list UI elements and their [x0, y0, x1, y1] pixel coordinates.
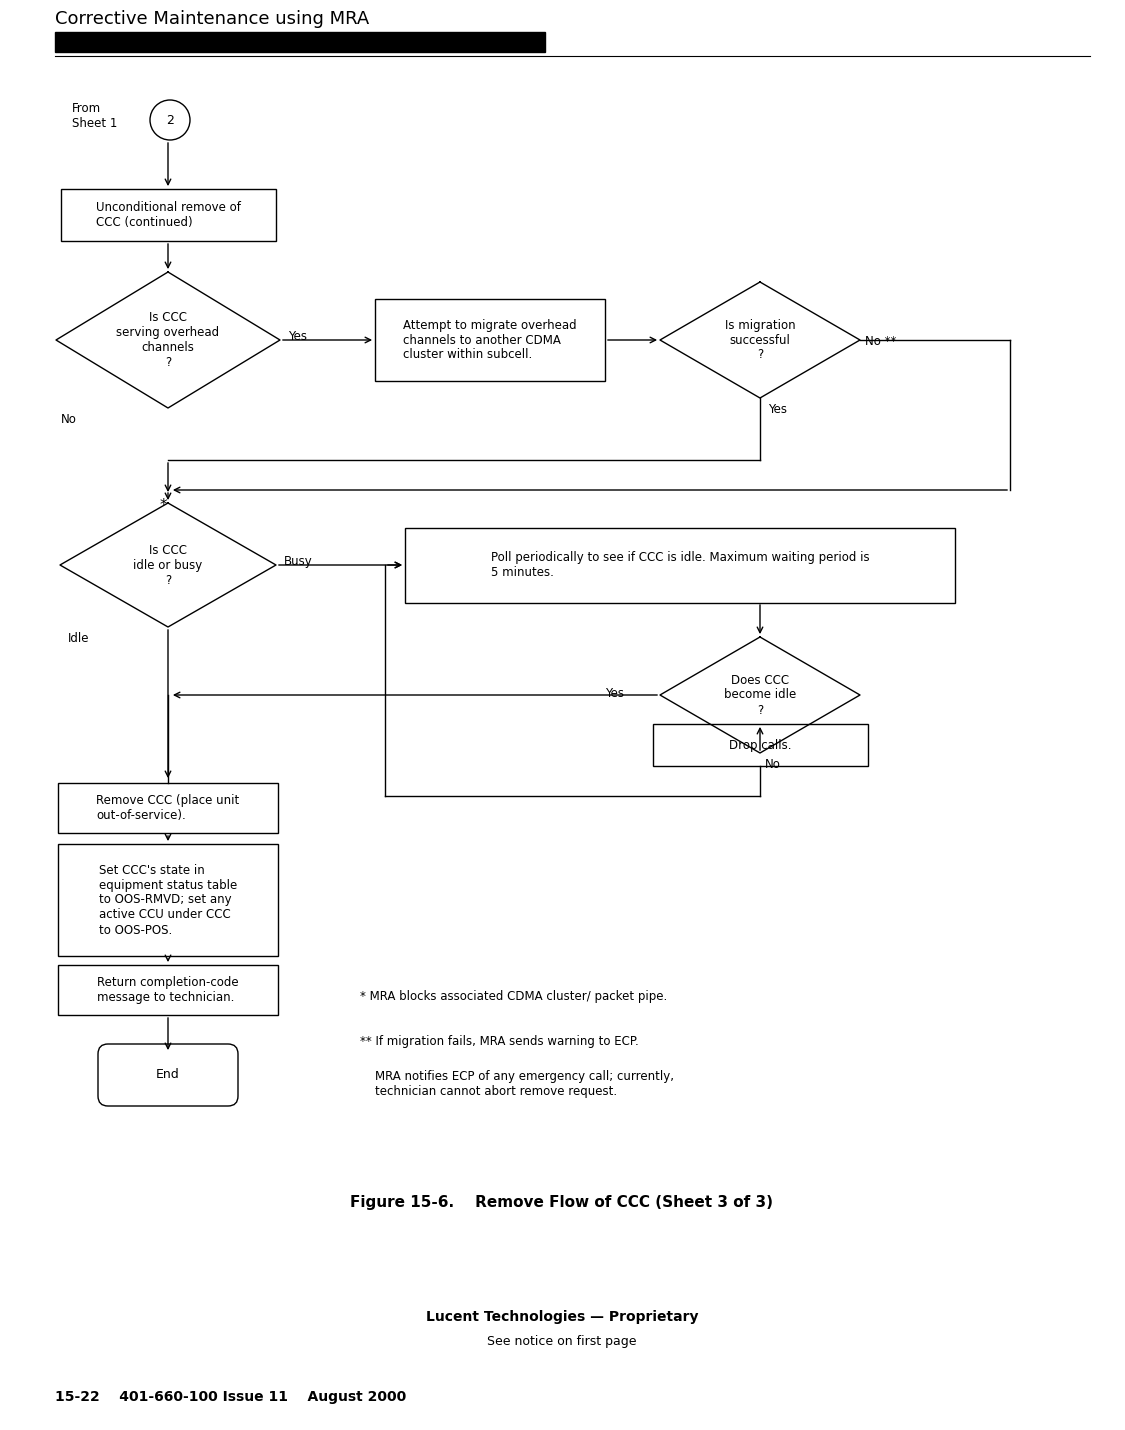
- Text: Poll periodically to see if CCC is idle. Maximum waiting period is
5 minutes.: Poll periodically to see if CCC is idle.…: [490, 551, 870, 579]
- Text: Is CCC
idle or busy
?: Is CCC idle or busy ?: [134, 543, 202, 586]
- Text: *: *: [160, 498, 168, 513]
- Text: 15-22    401-660-100 Issue 11    August 2000: 15-22 401-660-100 Issue 11 August 2000: [55, 1390, 406, 1404]
- Bar: [652, 724, 867, 766]
- Bar: [61, 189, 276, 242]
- Text: * MRA blocks associated CDMA cluster/ packet pipe.: * MRA blocks associated CDMA cluster/ pa…: [360, 990, 667, 1002]
- Text: Busy: Busy: [284, 555, 313, 568]
- Text: ** If migration fails, MRA sends warning to ECP.: ** If migration fails, MRA sends warning…: [360, 1035, 639, 1048]
- Text: Figure 15-6.    Remove Flow of CCC (Sheet 3 of 3): Figure 15-6. Remove Flow of CCC (Sheet 3…: [351, 1195, 774, 1210]
- Text: Yes: Yes: [768, 403, 788, 416]
- Circle shape: [150, 100, 190, 140]
- Text: Set CCC's state in
equipment status table
to OOS-RMVD; set any
active CCU under : Set CCC's state in equipment status tabl…: [99, 864, 237, 937]
- Text: Is migration
successful
?: Is migration successful ?: [724, 319, 795, 362]
- Bar: [58, 965, 278, 1015]
- Text: Does CCC
become idle
?: Does CCC become idle ?: [723, 674, 796, 716]
- Text: See notice on first page: See notice on first page: [487, 1336, 637, 1348]
- Text: From
Sheet 1: From Sheet 1: [72, 102, 117, 130]
- Text: Yes: Yes: [605, 686, 624, 701]
- FancyBboxPatch shape: [98, 1044, 238, 1105]
- Text: Lucent Technologies — Proprietary: Lucent Technologies — Proprietary: [425, 1310, 699, 1324]
- Text: No **: No **: [865, 335, 897, 347]
- Bar: [405, 528, 955, 602]
- Text: MRA notifies ECP of any emergency call; currently,
    technician cannot abort r: MRA notifies ECP of any emergency call; …: [360, 1070, 674, 1098]
- Text: 2: 2: [166, 113, 174, 126]
- Text: No: No: [61, 413, 76, 426]
- Bar: [55, 31, 544, 51]
- Text: Idle: Idle: [68, 632, 90, 645]
- Text: Drop calls.: Drop calls.: [729, 738, 791, 752]
- Bar: [375, 299, 605, 380]
- Text: Attempt to migrate overhead
channels to another CDMA
cluster within subcell.: Attempt to migrate overhead channels to …: [403, 319, 577, 362]
- Text: Remove CCC (place unit
out-of-service).: Remove CCC (place unit out-of-service).: [97, 794, 240, 822]
- Text: End: End: [156, 1068, 180, 1081]
- Bar: [58, 784, 278, 834]
- Text: Return completion-code
message to technician.: Return completion-code message to techni…: [97, 977, 238, 1004]
- Text: Is CCC
serving overhead
channels
?: Is CCC serving overhead channels ?: [117, 310, 219, 369]
- Text: No: No: [765, 758, 781, 771]
- Bar: [58, 844, 278, 957]
- Text: Unconditional remove of
CCC (continued): Unconditional remove of CCC (continued): [96, 202, 241, 229]
- Text: Yes: Yes: [288, 330, 307, 343]
- Text: Corrective Maintenance using MRA: Corrective Maintenance using MRA: [55, 10, 369, 29]
